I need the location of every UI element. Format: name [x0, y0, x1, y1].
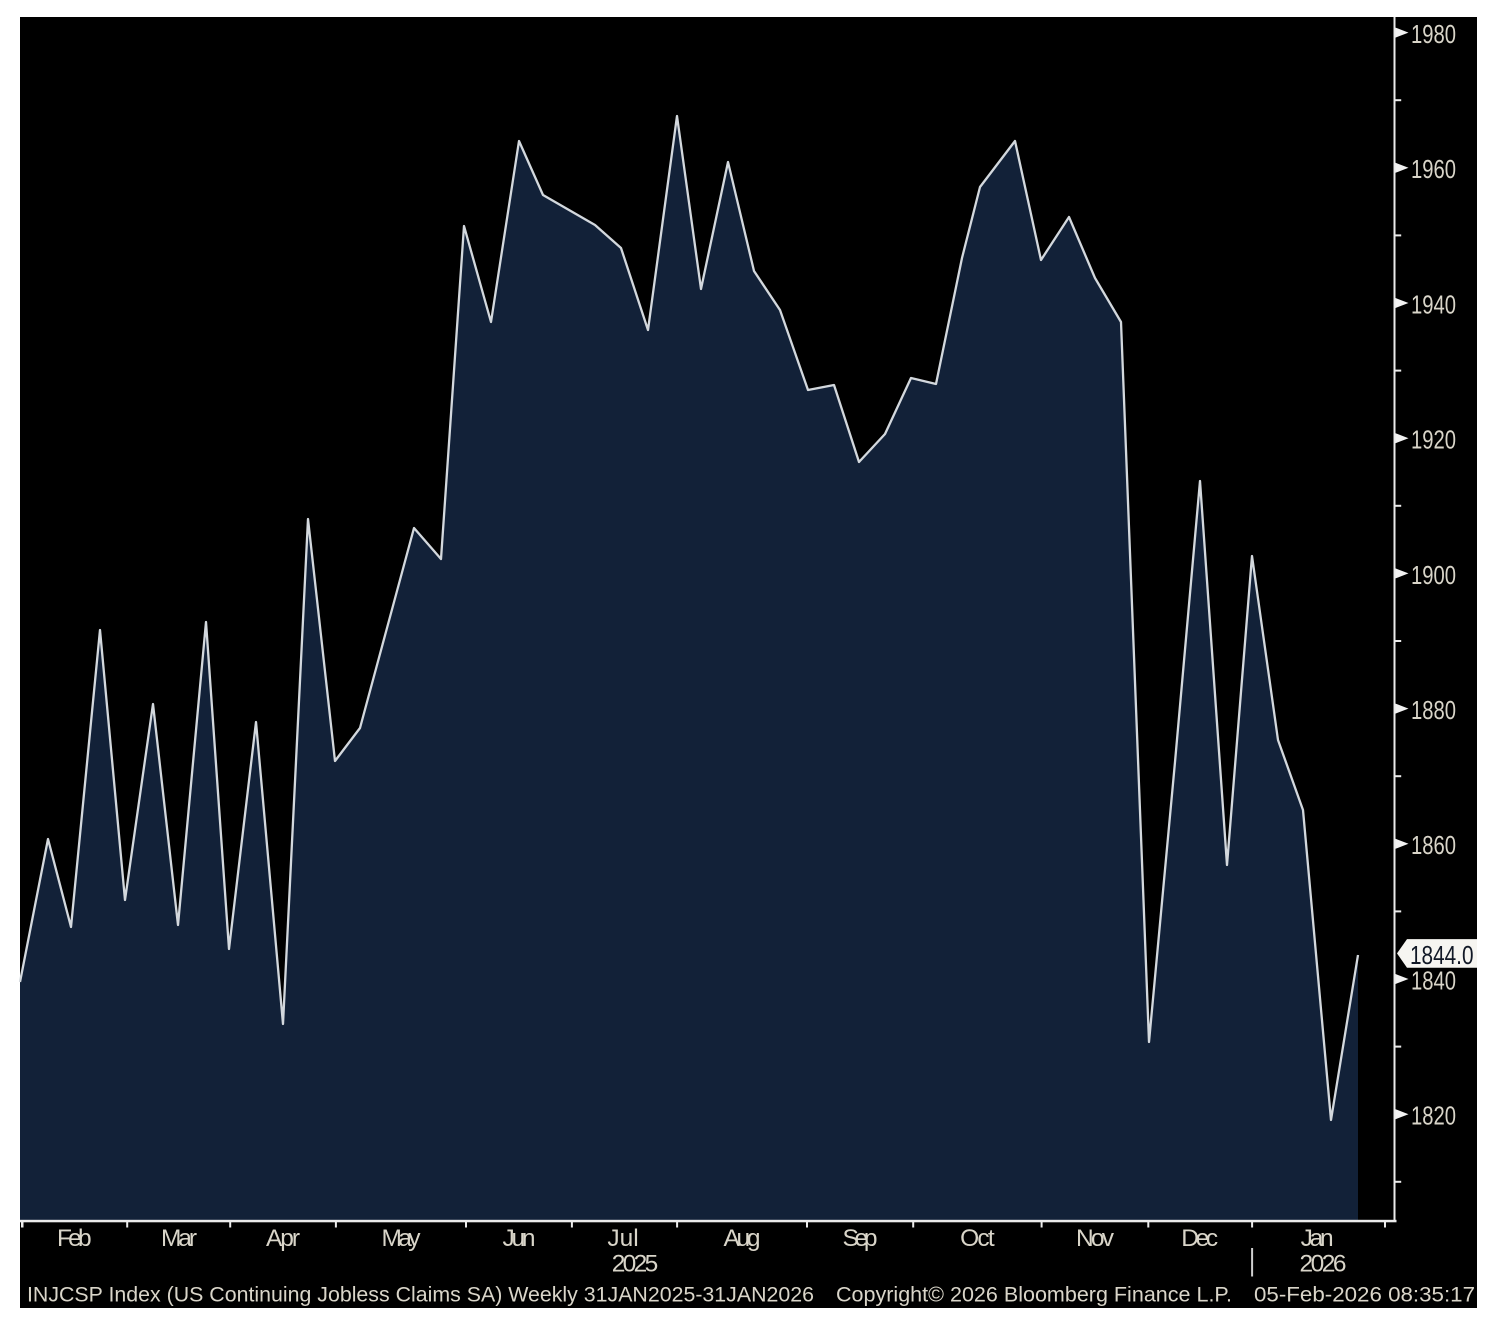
- svg-text:Feb: Feb: [57, 1225, 92, 1252]
- svg-text:Apr: Apr: [266, 1225, 300, 1252]
- svg-text:1940: 1940: [1411, 289, 1456, 319]
- svg-text:Oct: Oct: [960, 1225, 995, 1252]
- svg-text:1844.0: 1844.0: [1410, 940, 1474, 970]
- svg-text:INJCSP Index (US Continuing Jo: INJCSP Index (US Continuing Jobless Clai…: [27, 1284, 814, 1307]
- svg-text:2025: 2025: [612, 1251, 659, 1278]
- svg-text:05-Feb-2026 08:35:17: 05-Feb-2026 08:35:17: [1254, 1284, 1475, 1307]
- svg-text:2026: 2026: [1300, 1251, 1347, 1278]
- svg-text:Sep: Sep: [843, 1225, 878, 1252]
- svg-text:Aug: Aug: [724, 1225, 761, 1252]
- svg-text:Nov: Nov: [1076, 1225, 1115, 1252]
- svg-text:1840: 1840: [1411, 965, 1456, 995]
- svg-text:Copyright© 2026 Bloomberg Fina: Copyright© 2026 Bloomberg Finance L.P.: [836, 1284, 1232, 1307]
- svg-text:Jan: Jan: [1301, 1225, 1334, 1252]
- svg-text:1820: 1820: [1411, 1101, 1456, 1131]
- svg-text:1880: 1880: [1411, 695, 1456, 725]
- svg-text:May: May: [382, 1225, 422, 1252]
- svg-text:Dec: Dec: [1181, 1225, 1218, 1252]
- svg-text:1920: 1920: [1411, 425, 1456, 455]
- svg-text:Jul: Jul: [607, 1225, 638, 1252]
- svg-text:1900: 1900: [1411, 560, 1456, 590]
- svg-text:1980: 1980: [1411, 19, 1456, 49]
- svg-text:1860: 1860: [1411, 830, 1456, 860]
- svg-text:1960: 1960: [1411, 154, 1456, 184]
- svg-text:Jun: Jun: [503, 1225, 536, 1252]
- svg-text:Mar: Mar: [161, 1225, 197, 1252]
